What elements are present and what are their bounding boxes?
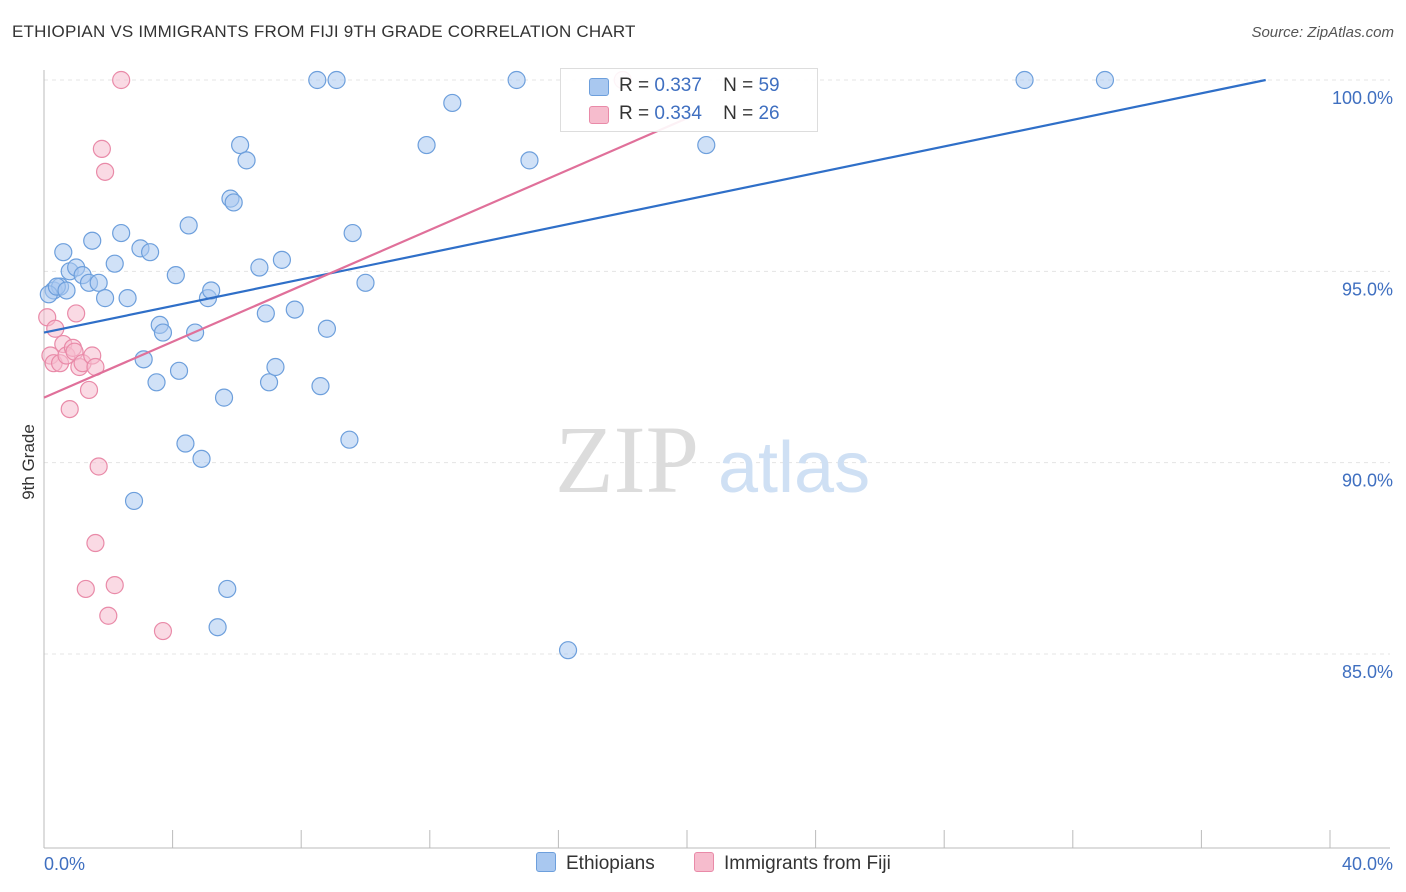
axes bbox=[43, 70, 1390, 849]
ethiopian-point-33 bbox=[231, 135, 250, 155]
bottom-legend-ethiopians: Ethiopians bbox=[536, 852, 655, 875]
legend-n-value: 26 bbox=[758, 103, 780, 124]
x-tick-label-1: 40.0% bbox=[1342, 854, 1393, 874]
legend-swatch-pink bbox=[589, 106, 609, 124]
y-axis-title: 9th Grade bbox=[19, 424, 38, 500]
ethiopian-point-30 bbox=[218, 579, 237, 599]
ethiopian-point-32 bbox=[224, 193, 243, 212]
ethiopian-point-52 bbox=[558, 641, 578, 660]
ethiopian-point-55 bbox=[1095, 70, 1115, 90]
fiji-point-10 bbox=[67, 304, 86, 323]
ethiopian-point-2 bbox=[54, 243, 73, 262]
legend-swatch-blue bbox=[589, 78, 609, 96]
legend-n-label: N = bbox=[723, 75, 754, 96]
ethiopian-point-39 bbox=[272, 250, 292, 269]
legend-r-value: 0.334 bbox=[654, 103, 702, 124]
legend-n-label: N = bbox=[723, 103, 754, 124]
ethiopian-point-58 bbox=[57, 281, 76, 300]
trendline-0 bbox=[43, 78, 1266, 334]
tick-labels: 100.0% 95.0% 90.0% 85.0% 0.0% 40.0% bbox=[44, 88, 1393, 874]
fiji-point-17 bbox=[86, 533, 105, 553]
fiji-point-24 bbox=[153, 621, 173, 641]
fiji-point-19 bbox=[92, 139, 111, 158]
fiji-point-13 bbox=[76, 579, 95, 599]
ethiopian-point-25 bbox=[192, 449, 211, 468]
fiji-point-22 bbox=[105, 576, 124, 595]
ethiopian-point-11 bbox=[112, 223, 131, 243]
ethiopian-point-50 bbox=[507, 70, 526, 90]
chart-title: ETHIOPIAN VS IMMIGRANTS FROM FIJI 9TH GR… bbox=[12, 22, 636, 41]
ethiopian-point-51 bbox=[520, 151, 539, 170]
ethiopian-point-47 bbox=[356, 273, 375, 292]
ethiopian-point-13 bbox=[124, 491, 144, 511]
ethiopian-point-54 bbox=[1015, 70, 1034, 90]
ethiopian-point-36 bbox=[256, 304, 275, 323]
ethiopian-point-37 bbox=[259, 373, 279, 392]
ethiopian-point-20 bbox=[166, 266, 185, 285]
y-tick-label-2: 90.0% bbox=[1342, 471, 1393, 491]
ethiopian-point-53 bbox=[697, 135, 716, 155]
y-tick-label-3: 85.0% bbox=[1342, 662, 1393, 682]
fiji-point-20 bbox=[95, 162, 115, 181]
ethiopian-point-44 bbox=[327, 70, 346, 90]
watermark: ZIP atlas bbox=[555, 406, 870, 513]
ethiopian-point-49 bbox=[443, 93, 462, 113]
ethiopian-point-43 bbox=[317, 319, 337, 338]
ethiopian-point-19 bbox=[153, 323, 173, 342]
source-label: Source: ZipAtlas.com bbox=[1251, 24, 1394, 41]
ethiopian-point-35 bbox=[250, 258, 269, 277]
ethiopian-point-16 bbox=[140, 243, 160, 262]
trendlines bbox=[43, 78, 1266, 399]
stats-legend: R = 0.337 N = 59 R = 0.334 N = 26 bbox=[560, 68, 818, 132]
legend-n-value: 59 bbox=[758, 75, 780, 96]
bottom-legend-fiji: Immigrants from Fiji bbox=[694, 852, 891, 875]
ethiopian-point-21 bbox=[169, 361, 189, 380]
legend-r-label: R = bbox=[619, 75, 650, 96]
ethiopian-point-42 bbox=[308, 70, 327, 90]
ethiopian-point-10 bbox=[105, 254, 124, 273]
fiji-points bbox=[38, 70, 632, 641]
ethiopian-points bbox=[39, 70, 1115, 660]
ethiopian-point-23 bbox=[179, 216, 198, 235]
ethiopian-point-22 bbox=[176, 434, 195, 453]
watermark-atlas: atlas bbox=[718, 428, 870, 508]
legend-r-value: 0.337 bbox=[654, 75, 702, 96]
ethiopian-point-41 bbox=[311, 377, 330, 396]
x-tick-label-0: 0.0% bbox=[44, 854, 85, 874]
bottom-swatch-blue bbox=[536, 852, 556, 872]
ethiopian-point-8 bbox=[89, 273, 108, 292]
ethiopian-point-34 bbox=[237, 151, 256, 170]
ethiopian-point-12 bbox=[118, 289, 137, 308]
ethiopian-point-7 bbox=[83, 231, 102, 250]
ethiopian-point-48 bbox=[417, 135, 436, 155]
trendline-1 bbox=[43, 117, 688, 399]
legend-r-label: R = bbox=[619, 103, 650, 124]
fiji-point-21 bbox=[99, 606, 118, 625]
y-tick-label-0: 100.0% bbox=[1332, 88, 1393, 108]
bottom-legend-label: Immigrants from Fiji bbox=[724, 853, 891, 874]
fiji-point-18 bbox=[89, 457, 108, 476]
y-tick-label-1: 95.0% bbox=[1342, 279, 1393, 299]
ethiopian-point-17 bbox=[147, 373, 166, 392]
ethiopian-point-9 bbox=[95, 289, 115, 308]
ethiopian-point-38 bbox=[266, 357, 285, 377]
watermark-zip: ZIP bbox=[555, 406, 699, 513]
fiji-point-7 bbox=[60, 399, 79, 419]
bottom-swatch-pink bbox=[694, 852, 714, 872]
ethiopian-point-29 bbox=[214, 388, 234, 407]
fiji-point-14 bbox=[79, 380, 99, 400]
ethiopian-point-28 bbox=[208, 618, 227, 637]
bottom-legend-label: Ethiopians bbox=[566, 853, 655, 874]
ethiopian-point-40 bbox=[285, 300, 304, 319]
fiji-point-23 bbox=[112, 70, 131, 90]
ethiopian-point-45 bbox=[340, 430, 359, 449]
ethiopian-point-46 bbox=[343, 223, 362, 243]
